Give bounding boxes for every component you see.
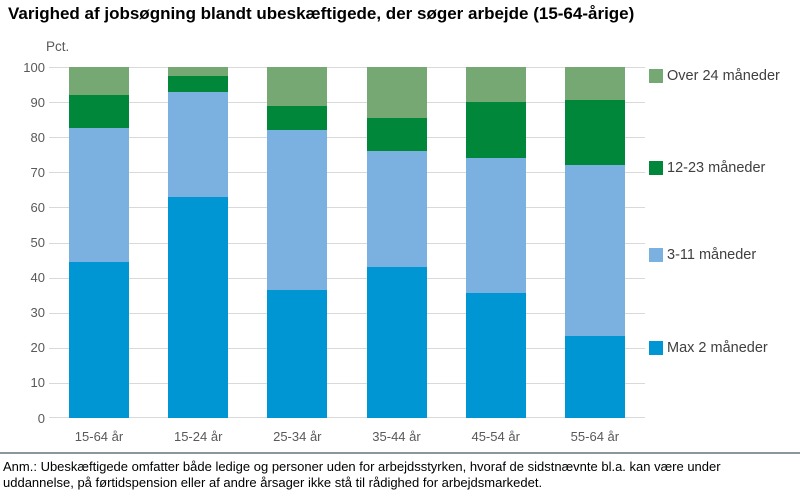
bar-segment-3-11-måneder: [69, 128, 129, 262]
y-tick-label-70: 70: [30, 164, 45, 180]
legend-swatch-icon: [649, 68, 663, 83]
x-tick-label-2: 15-24 år: [173, 429, 223, 444]
y-tick-mark-10: [49, 382, 57, 384]
bar-segment-Max-2-måneder: [366, 267, 427, 418]
legend-item-label: Over 24 måneder: [667, 67, 780, 84]
gridline-70: [57, 172, 645, 174]
bar-segment-Over-24-måneder: [366, 67, 427, 118]
legend-item-1: Over 24 måneder: [649, 67, 780, 84]
bar-segment-12-23-måneder: [564, 100, 625, 166]
bar-segment-Max-2-måneder: [564, 335, 625, 418]
y-tick-mark-40: [49, 277, 57, 279]
bar-segment-12-23-måneder: [366, 117, 427, 152]
legend-swatch-icon: [649, 247, 663, 262]
gridline-80: [57, 137, 645, 139]
y-tick-label-30: 30: [30, 305, 45, 321]
bar-15-64-år: [69, 67, 129, 418]
bar-segment-Over-24-måneder: [465, 67, 526, 103]
y-tick-label-10: 10: [30, 375, 45, 391]
legend-item-label: Max 2 måneder: [667, 339, 768, 356]
legend-item-label: 3-11 måneder: [667, 246, 757, 263]
y-tick-mark-90: [49, 102, 57, 104]
bar-segment-3-11-måneder: [465, 158, 526, 294]
bar-segment-Max-2-måneder: [267, 289, 328, 418]
y-tick-mark-100: [49, 67, 57, 68]
y-tick-mark-30: [49, 312, 57, 314]
y-tick-mark-80: [49, 137, 57, 139]
bar-15-24-år: [168, 67, 229, 418]
gridline-10: [57, 382, 645, 384]
y-tick-label-100: 100: [23, 59, 45, 75]
y-tick-mark-20: [49, 347, 57, 349]
y-tick-label-20: 20: [30, 340, 45, 356]
bar-45-54-år: [465, 67, 526, 418]
gridline-0: [57, 417, 645, 418]
gridline-90: [57, 102, 645, 104]
bar-55-64-år: [564, 67, 625, 418]
bar-segment-Over-24-måneder: [267, 67, 328, 106]
bar-segment-Over-24-måneder: [69, 67, 129, 96]
plot-area: [57, 67, 645, 418]
legend-item-2: 12-23 måneder: [649, 159, 766, 176]
y-tick-label-50: 50: [30, 235, 45, 250]
bar-segment-12-23-måneder: [168, 75, 229, 92]
legend-item-4: Max 2 måneder: [649, 339, 768, 356]
y-axis: 0 10 20 30 40 50 60 70 80 90 100: [0, 60, 57, 426]
bar-segment-12-23-måneder: [267, 105, 328, 131]
legend-item-3: 3-11 måneder: [649, 246, 757, 263]
gridline-100: [57, 67, 645, 68]
x-tick-label-3: 25-34 år: [273, 429, 322, 444]
x-tick-label-5: 45-54 år: [471, 429, 520, 444]
legend-item-label: 12-23 måneder: [667, 159, 766, 176]
bar-segment-12-23-måneder: [465, 102, 526, 159]
gridline-30: [57, 312, 645, 314]
x-tick-label-6: 55-64 år: [570, 429, 620, 444]
gridline-20: [57, 347, 645, 349]
y-tick-mark-50: [49, 242, 57, 244]
y-tick-label-60: 60: [30, 199, 45, 215]
legend-swatch-icon: [649, 340, 663, 355]
y-tick-label-40: 40: [30, 270, 45, 286]
bar-segment-12-23-måneder: [69, 95, 129, 129]
y-tick-mark-60: [49, 207, 57, 209]
bar-segment-3-11-måneder: [366, 151, 427, 268]
bar-segment-3-11-måneder: [168, 91, 229, 197]
gridline-40: [57, 277, 645, 279]
y-tick-mark-0: [49, 417, 57, 418]
bar-segment-Max-2-måneder: [69, 261, 129, 418]
bar-segment-Max-2-måneder: [168, 196, 229, 418]
y-tick-label-0: 0: [37, 410, 45, 426]
y-tick-label-90: 90: [30, 94, 45, 110]
bar-25-34-år: [267, 67, 328, 418]
bar-segment-Max-2-måneder: [465, 293, 526, 418]
y-tick-mark-70: [49, 172, 57, 174]
legend-swatch-icon: [649, 160, 663, 175]
y-tick-label-80: 80: [30, 129, 45, 145]
page-title: Varighed af jobsøgning blandt ubeskæftig…: [8, 4, 635, 23]
legend: Over 24 måneder 12-23 måneder 3-11 måneder…: [649, 0, 800, 420]
x-tick-label-1: 15-64 år: [74, 429, 124, 444]
x-tick-label-4: 35-44 år: [372, 429, 421, 444]
footnote-text: Anm.: Ubeskæftigede omfatter både ledige…: [3, 459, 721, 490]
bar-35-44-år: [366, 67, 427, 418]
bar-segment-3-11-måneder: [267, 130, 328, 290]
x-axis: 15-64 år 15-24 år 25-34 år 35-44 år 45-54 år…: [57, 429, 645, 447]
bar-segment-3-11-måneder: [564, 165, 625, 336]
gridline-50: [57, 242, 645, 244]
bar-segment-Over-24-måneder: [564, 67, 625, 101]
bar-segment-Over-24-måneder: [168, 67, 229, 76]
footer-divider-line: [0, 452, 800, 454]
y-axis-unit-label: Pct.: [46, 39, 70, 54]
gridline-60: [57, 207, 645, 209]
